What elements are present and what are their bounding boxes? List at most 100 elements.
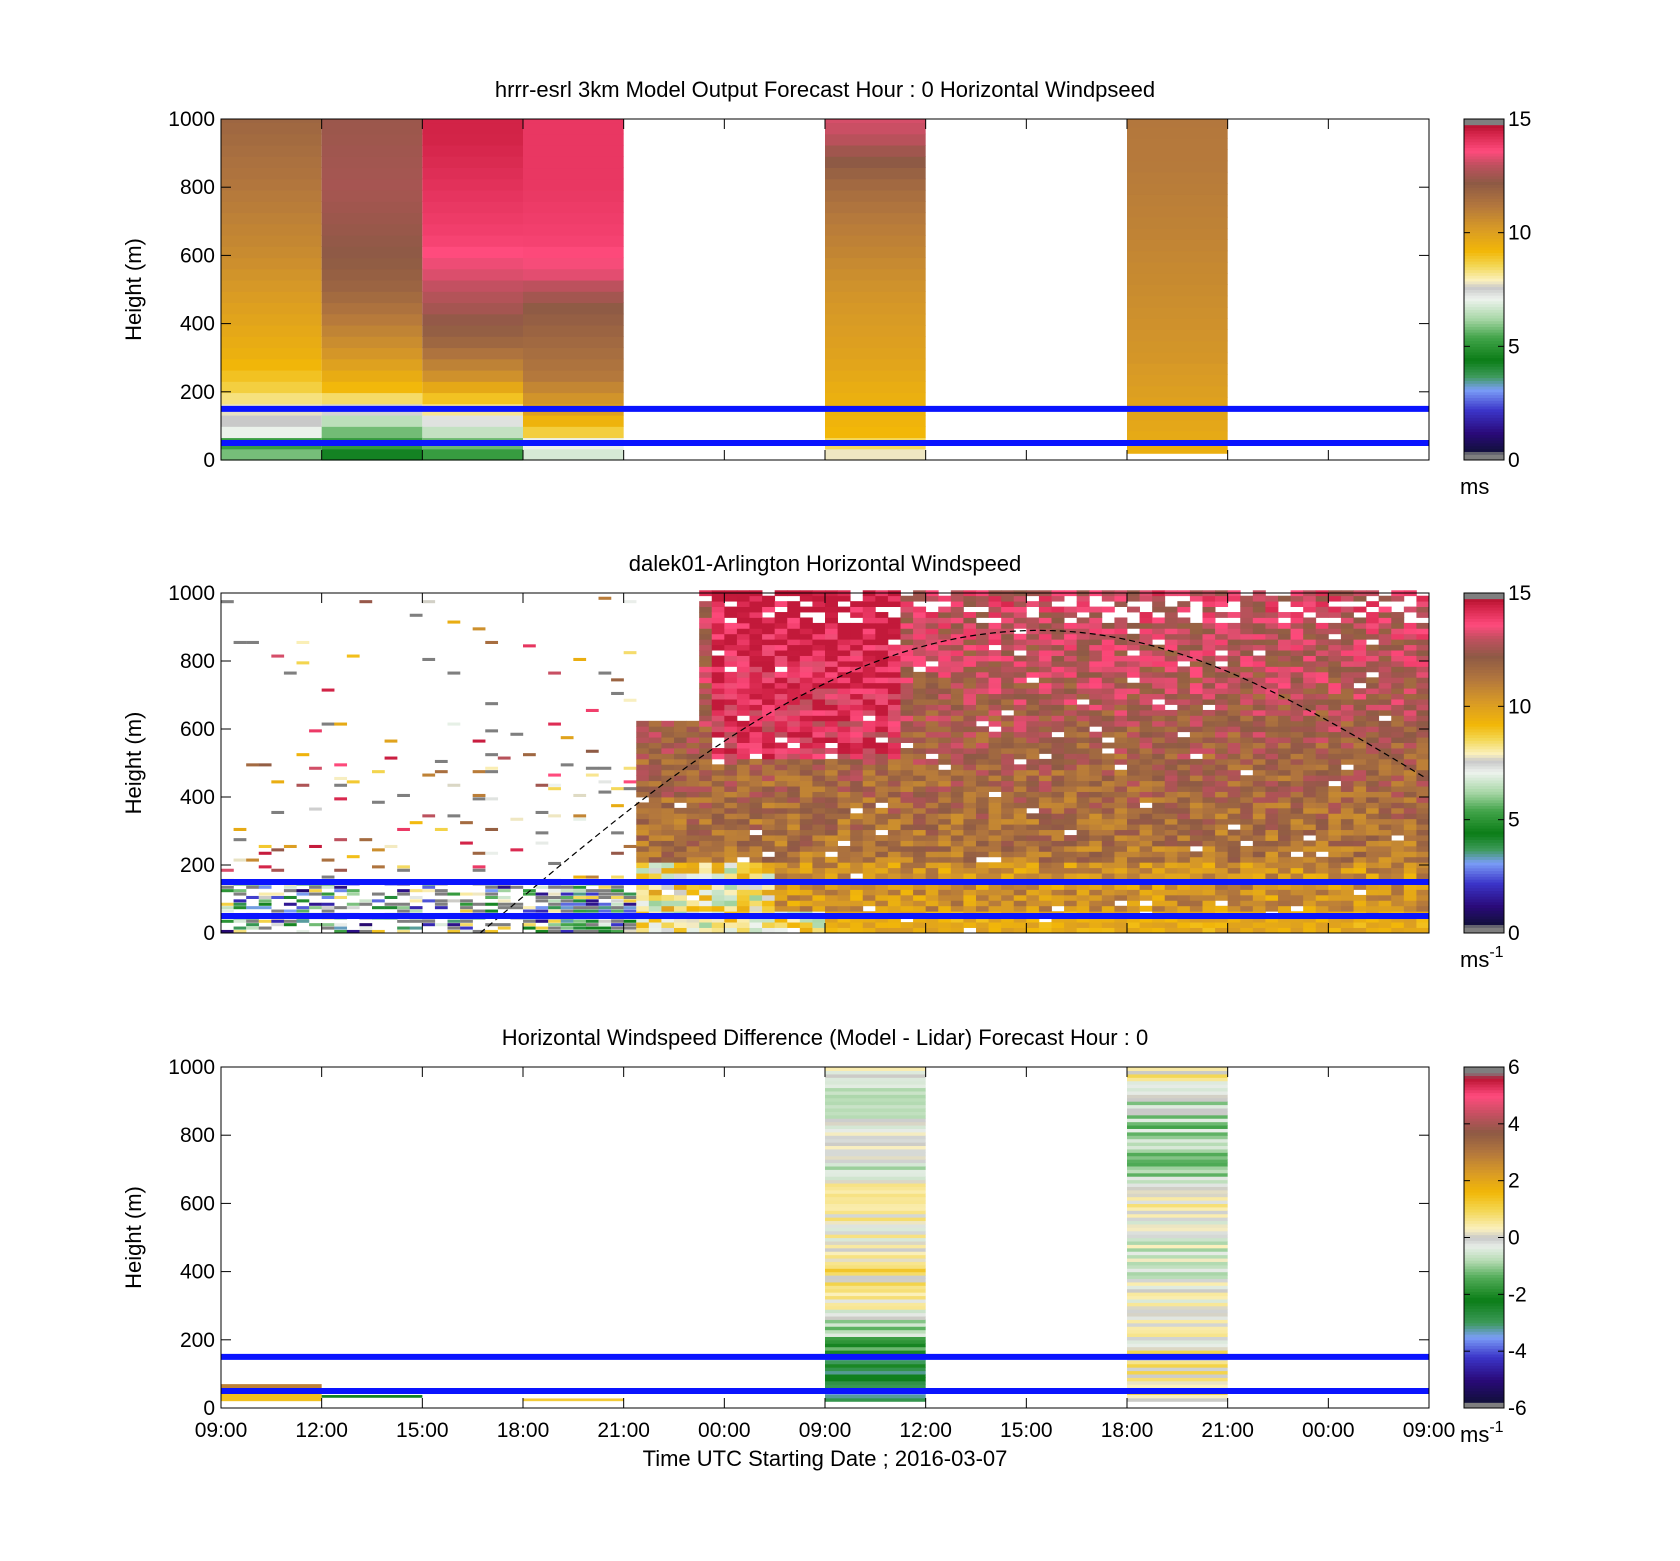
heatmap-cell — [674, 748, 687, 754]
heatmap-cell — [1353, 748, 1367, 754]
heatmap-cell — [825, 1363, 926, 1368]
heatmap-cell — [900, 851, 914, 858]
heatmap-cell — [1278, 922, 1291, 928]
heatmap-cell — [359, 600, 373, 604]
heatmap-cell — [825, 818, 838, 825]
heatmap-cell — [976, 601, 989, 607]
heatmap-cell — [1340, 824, 1354, 831]
heatmap-cell — [1127, 1312, 1228, 1317]
colorbar-swatch — [1464, 258, 1504, 262]
heatmap-cell — [950, 601, 964, 607]
heatmap-cell — [988, 682, 1002, 689]
heatmap-cell — [573, 919, 587, 923]
heatmap-cell — [1215, 715, 1229, 722]
heatmap-cell — [1013, 845, 1027, 852]
heatmap-cell — [409, 899, 423, 903]
heatmap-cell — [1227, 845, 1241, 852]
heatmap-cell — [850, 775, 864, 782]
heatmap-cell — [674, 753, 687, 760]
heatmap-cell — [1353, 884, 1367, 890]
heatmap-cell — [1164, 856, 1178, 863]
x-tick-label: 09:00 — [799, 1419, 852, 1442]
heatmap-cell — [1378, 900, 1392, 907]
heatmap-cell — [1290, 748, 1304, 754]
heatmap-cell — [1416, 845, 1430, 852]
heatmap-cell — [799, 862, 813, 869]
heatmap-cell — [1152, 797, 1166, 803]
heatmap-cell — [825, 1380, 926, 1385]
heatmap-cell — [1177, 922, 1191, 928]
heatmap-cell — [1051, 612, 1065, 618]
heatmap-cell — [460, 919, 473, 923]
heatmap-cell — [850, 737, 864, 743]
heatmap-cell — [988, 922, 1002, 928]
heatmap-cell — [736, 731, 750, 738]
heatmap-cell — [1252, 612, 1266, 618]
heatmap-cell — [1315, 704, 1329, 711]
heatmap-cell — [1051, 797, 1065, 803]
heatmap-cell — [1416, 867, 1430, 874]
heatmap-cell — [1303, 726, 1317, 733]
heatmap-cell — [900, 927, 914, 934]
heatmap-cell — [875, 916, 889, 923]
heatmap-cell — [1378, 862, 1392, 869]
heatmap-cell — [1127, 1162, 1228, 1167]
heatmap-cell — [1089, 764, 1103, 771]
heatmap-cell — [1127, 1182, 1228, 1187]
heatmap-cell — [1013, 802, 1027, 809]
heatmap-cell — [611, 909, 624, 913]
heatmap-cell — [1001, 742, 1015, 749]
heatmap-cell — [1416, 628, 1430, 635]
heatmap-cell — [1139, 845, 1153, 852]
heatmap-cell — [762, 845, 776, 852]
heatmap-cell — [787, 807, 801, 814]
heatmap-cell — [1127, 1131, 1228, 1136]
heatmap-cell — [699, 677, 713, 684]
colorbar-swatch — [1464, 127, 1504, 131]
heatmap-cell — [1189, 829, 1203, 836]
heatmap-cell — [1127, 1350, 1228, 1355]
heatmap-cell — [812, 688, 826, 695]
heatmap-cell — [799, 780, 813, 787]
heatmap-cell — [623, 844, 637, 848]
heatmap-cell — [736, 709, 750, 716]
heatmap-cell — [988, 715, 1002, 722]
heatmap-cell — [1227, 807, 1241, 814]
heatmap-cell — [1038, 797, 1052, 803]
heatmap-cell — [938, 715, 952, 722]
heatmap-cell — [1366, 633, 1380, 640]
heatmap-cell — [1315, 813, 1329, 820]
heatmap-cell — [1127, 758, 1140, 765]
heatmap-cell — [1089, 612, 1103, 618]
heatmap-cell — [749, 862, 763, 869]
heatmap-cell — [1315, 688, 1329, 695]
heatmap-cell — [1127, 1199, 1228, 1204]
heatmap-cell — [409, 926, 423, 930]
heatmap-cell — [1189, 655, 1203, 662]
heatmap-cell — [1013, 780, 1027, 787]
heatmap-cell — [950, 704, 964, 711]
heatmap-cell — [1366, 748, 1380, 754]
heatmap-cell — [900, 655, 914, 662]
heatmap-cell — [825, 369, 926, 382]
heatmap-cell — [1215, 845, 1229, 852]
heatmap-cell — [900, 666, 914, 673]
heatmap-cell — [900, 709, 914, 716]
heatmap-cell — [1177, 699, 1191, 705]
heatmap-cell — [1127, 699, 1140, 705]
heatmap-cell — [1366, 862, 1380, 869]
heatmap-cell — [1215, 829, 1229, 836]
heatmap-cell — [1252, 818, 1266, 825]
heatmap-cell — [1177, 873, 1191, 879]
colorbar-swatch — [1464, 867, 1504, 872]
heatmap-cell — [1026, 753, 1040, 760]
heatmap-cell — [598, 780, 612, 784]
heatmap-cell — [1177, 753, 1191, 760]
heatmap-cell — [1164, 807, 1178, 814]
heatmap-cell — [1177, 894, 1191, 901]
heatmap-cell — [1303, 758, 1317, 765]
heatmap-cell — [1278, 737, 1291, 743]
heatmap-cell — [1177, 650, 1191, 656]
heatmap-cell — [1378, 622, 1392, 629]
heatmap-cell — [397, 827, 410, 831]
